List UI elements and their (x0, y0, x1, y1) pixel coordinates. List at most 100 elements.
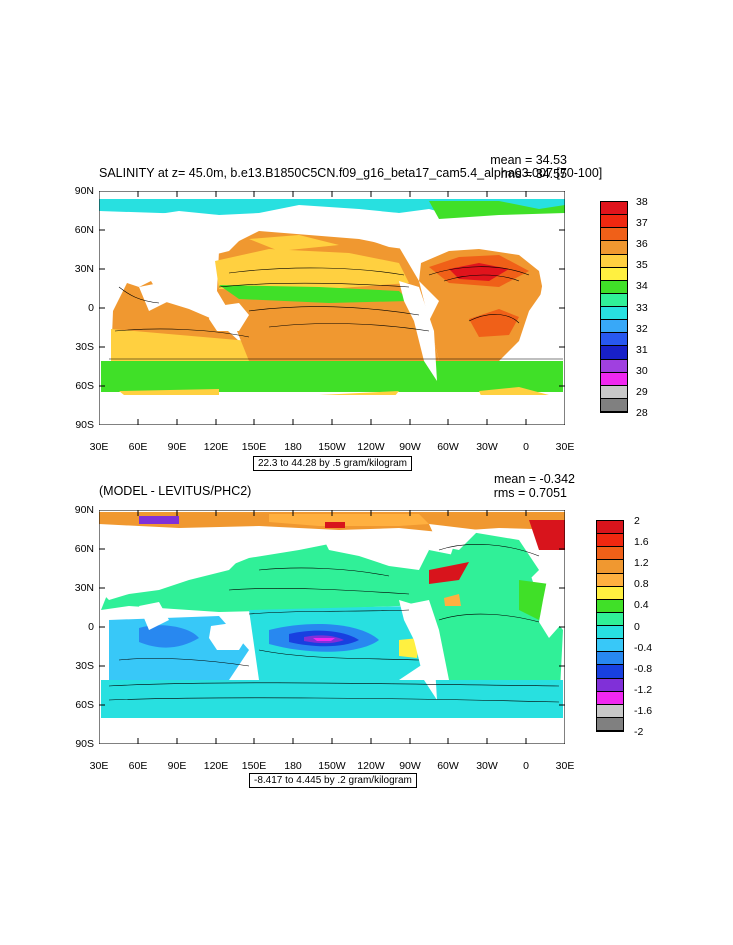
top-lon-label: 30E (89, 441, 109, 453)
bottom-lon-label: 120E (203, 760, 229, 772)
top-plot-title: SALINITY at z= 45.0m, b.e13.B1850C5CN.f0… (99, 166, 603, 180)
bottom-lon-label: 90W (399, 760, 421, 772)
bottom-lon-label: 180 (284, 760, 302, 772)
bottom-salinity-difference-map (99, 510, 565, 744)
colorbar-swatch (601, 372, 627, 386)
bottom-colorbar-label: 1.6 (634, 536, 649, 548)
colorbar-swatch (601, 359, 627, 373)
top-lat-label: 90S (75, 419, 94, 431)
colorbar-swatch (597, 717, 623, 731)
bottom-lat-label: 30N (74, 582, 94, 594)
top-lon-label: 60E (128, 441, 148, 453)
top-colorbar-label: 31 (636, 344, 648, 356)
colorbar-swatch (597, 521, 623, 535)
top-lon-label: 90W (399, 441, 421, 453)
colorbar-swatch (601, 228, 627, 242)
bottom-lon-label: 60E (128, 760, 148, 772)
colorbar-swatch (597, 626, 623, 640)
top-southern-ocean (101, 361, 563, 392)
top-lat-label: 0 (88, 302, 94, 314)
top-salinity-map (99, 191, 565, 425)
top-rms-label: rms = 34.55 (500, 167, 567, 181)
top-colorbar-label: 28 (636, 407, 648, 419)
bottom-plot-title: (MODEL - LEVITUS/PHC2) (99, 484, 252, 498)
bottom-lat-label: 90S (75, 738, 94, 750)
bottom-colorbar (596, 520, 624, 732)
top-colorbar-label: 37 (636, 217, 648, 229)
colorbar-swatch (601, 398, 627, 412)
bottom-lon-label: 30W (476, 760, 498, 772)
bottom-land-africa-eurasia (539, 570, 565, 638)
colorbar-swatch (597, 599, 623, 613)
colorbar-swatch (601, 385, 627, 399)
colorbar-swatch (597, 678, 623, 692)
bottom-lat-label: 30S (75, 660, 94, 672)
top-colorbar-label: 36 (636, 238, 648, 250)
colorbar-swatch (597, 547, 623, 561)
bottom-lat-label: 60S (75, 699, 94, 711)
colorbar-swatch (601, 320, 627, 334)
colorbar-swatch (601, 215, 627, 229)
top-land-americas (319, 209, 429, 251)
colorbar-swatch (597, 691, 623, 705)
colorbar-swatch (597, 560, 623, 574)
bottom-colorbar-label: 1.2 (634, 557, 649, 569)
colorbar-swatch (597, 652, 623, 666)
bottom-lat-label: 0 (88, 621, 94, 633)
colorbar-swatch (601, 254, 627, 268)
top-lon-label: 30E (555, 441, 575, 453)
bottom-lon-label: 30E (89, 760, 109, 772)
colorbar-swatch (601, 241, 627, 255)
colorbar-swatch (597, 534, 623, 548)
top-lon-label: 150E (241, 441, 267, 453)
colorbar-swatch (601, 280, 627, 294)
top-colorbar-label: 30 (636, 365, 648, 377)
top-lon-label: 150W (318, 441, 346, 453)
colorbar-swatch (601, 307, 627, 321)
bottom-colorbar-label: -2 (634, 726, 644, 738)
bottom-colorbar-label: 0.4 (634, 599, 649, 611)
bottom-lat-label: 60N (74, 543, 94, 555)
colorbar-swatch (597, 586, 623, 600)
colorbar-swatch (597, 639, 623, 653)
bottom-colorbar-label: -0.4 (634, 642, 653, 654)
top-lon-label: 120W (357, 441, 385, 453)
bottom-lon-label: 30E (555, 760, 575, 772)
bottom-colorbar-label: -0.8 (634, 663, 653, 675)
colorbar-swatch (601, 333, 627, 347)
top-lon-label: 60W (437, 441, 459, 453)
colorbar-swatch (601, 346, 627, 360)
top-lat-label: 90N (74, 185, 94, 197)
bottom-lon-label: 150W (318, 760, 346, 772)
bottom-land-americas (319, 530, 429, 570)
bottom-colorbar-label: 2 (634, 515, 640, 527)
bottom-colorbar-label: 0.8 (634, 578, 649, 590)
top-lat-label: 60S (75, 380, 94, 392)
top-lat-label: 60N (74, 224, 94, 236)
top-land-africa-eurasia (539, 251, 565, 319)
top-mean-label: mean = 34.53 (490, 153, 567, 167)
top-colorbar-label: 35 (636, 259, 648, 271)
top-land-antarctica (99, 395, 565, 425)
top-lon-label: 0 (523, 441, 529, 453)
bottom-mean-label: mean = -0.342 (494, 472, 575, 486)
bottom-contour-info: -8.417 to 4.445 by .2 gram/kilogram (249, 773, 417, 788)
top-lon-label: 120E (203, 441, 229, 453)
bottom-land-australia (209, 622, 249, 650)
top-lon-label: 180 (284, 441, 302, 453)
top-lon-label: 30W (476, 441, 498, 453)
top-colorbar-label: 32 (636, 323, 648, 335)
bottom-lon-label: 150E (241, 760, 267, 772)
top-colorbar-label: 33 (636, 302, 648, 314)
colorbar-swatch (597, 573, 623, 587)
top-colorbar-label: 29 (636, 386, 648, 398)
bottom-lat-label: 90N (74, 504, 94, 516)
top-colorbar (600, 201, 628, 413)
colorbar-swatch (597, 665, 623, 679)
bottom-lon-label: 0 (523, 760, 529, 772)
top-colorbar-label: 34 (636, 280, 648, 292)
colorbar-swatch (601, 267, 627, 281)
bottom-ocean-base (101, 540, 563, 710)
bottom-lon-label: 90E (167, 760, 187, 772)
bottom-land-antarctica (99, 718, 565, 744)
